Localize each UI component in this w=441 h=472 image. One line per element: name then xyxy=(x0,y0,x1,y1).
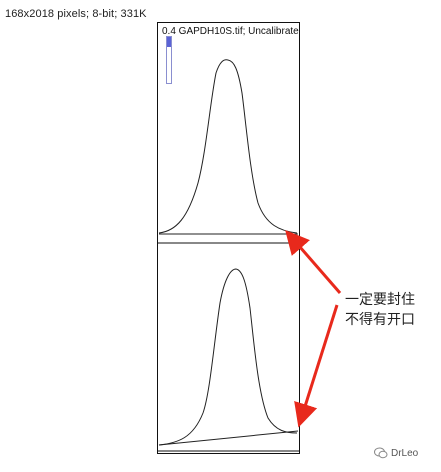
annotation-text: 一定要封住 不得有开口 xyxy=(345,290,425,330)
top-lane-profile-curve xyxy=(158,59,298,234)
lane-profile-plot-window[interactable]: 0.4 GAPDH10S.tif; Uncalibrated xyxy=(157,22,300,454)
profile-scale-slider-thumb[interactable] xyxy=(167,37,171,47)
watermark: DrLeo xyxy=(374,447,418,459)
arrow-to-top-baseline xyxy=(285,229,342,294)
watermark-text: DrLeo xyxy=(391,447,419,459)
arrow-to-bottom-baseline xyxy=(294,304,339,428)
wechat-bubble-icon xyxy=(374,447,388,459)
annotation-line-1: 一定要封住 xyxy=(345,292,415,308)
bottom-lane-baseline[interactable] xyxy=(158,430,299,446)
profile-scale-slider[interactable] xyxy=(166,36,172,84)
profile-plot-canvas xyxy=(158,59,299,452)
bottom-lane-profile-curve xyxy=(158,268,298,446)
lane-title-text: 0.4 GAPDH10S.tif; Uncalibrated xyxy=(162,26,300,37)
annotation-line-2: 不得有开口 xyxy=(345,312,415,328)
image-info-text: 168x2018 pixels; 8-bit; 331K xyxy=(5,8,147,20)
